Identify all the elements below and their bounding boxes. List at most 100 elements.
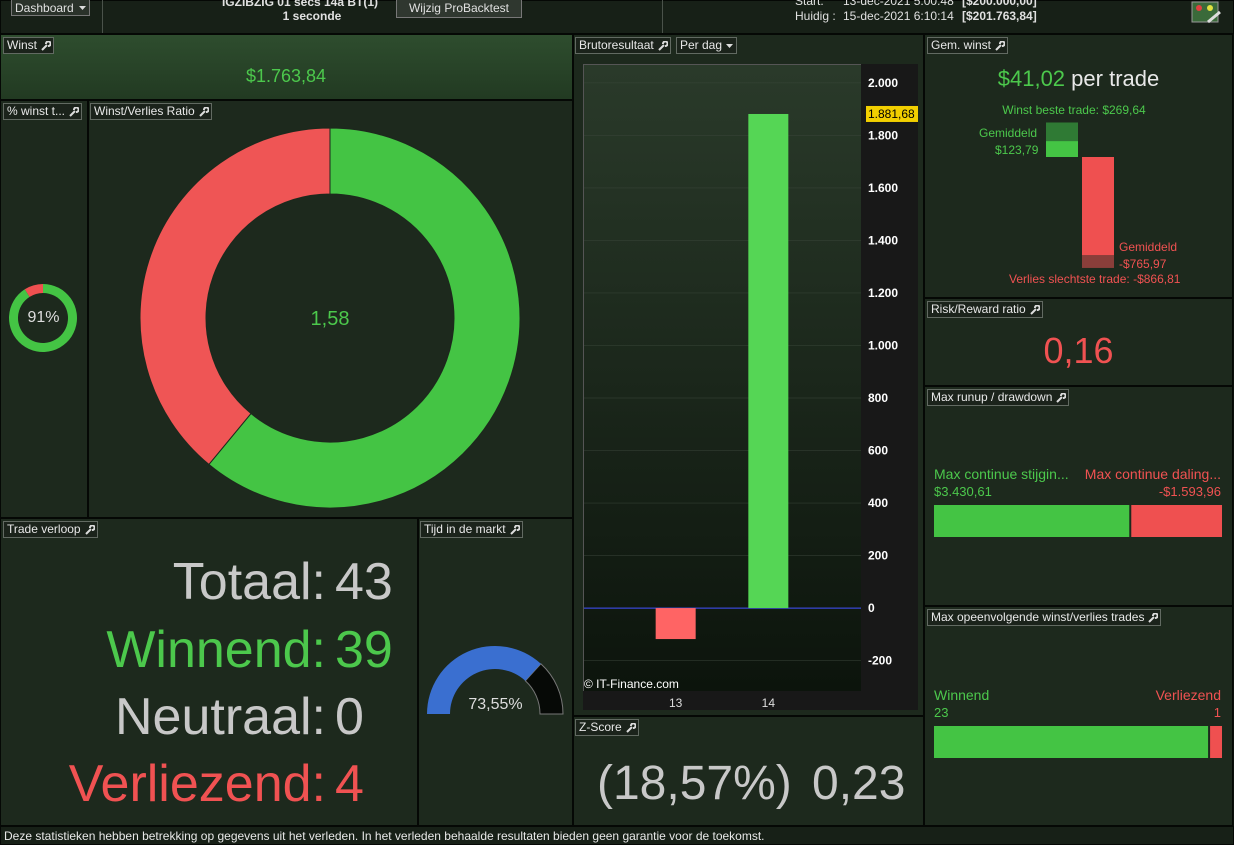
row-value: 43 xyxy=(335,553,393,611)
plot-area xyxy=(583,64,863,692)
row-label: Verliezend: xyxy=(68,755,326,813)
row-label: Winnend: xyxy=(106,621,326,679)
tab[interactable]: Max runup / drawdown xyxy=(927,389,1070,406)
wrench xyxy=(995,40,1006,51)
consecutive-panel xyxy=(924,606,1233,826)
toolbar xyxy=(0,0,1234,34)
ratio-value: 1,58 xyxy=(310,308,350,330)
panel-title: Max opeenvolgende winst/verlies trades xyxy=(931,610,1145,624)
interval: 1 seconde xyxy=(282,9,342,23)
start-capital: [$200.000,00] xyxy=(962,0,1037,8)
wrench xyxy=(41,40,51,51)
panel-title: % winst t... xyxy=(7,104,66,118)
runup-panel xyxy=(924,386,1233,606)
panel-title: Trade verloop xyxy=(7,522,81,536)
pct-winst-value: 91% xyxy=(27,309,60,326)
zscore-value: 0,23 xyxy=(812,757,906,810)
tab[interactable]: Winst/Verlies Ratio xyxy=(90,103,212,120)
win-label: Winnend xyxy=(934,687,990,703)
panel-title: Z-Score xyxy=(579,720,622,734)
axis-area xyxy=(861,64,918,710)
loss-value: 1 xyxy=(1213,705,1221,720)
tijd-value: 73,55% xyxy=(468,696,523,713)
dropdown-arrow xyxy=(726,44,734,48)
start-label: Start: xyxy=(795,0,824,8)
wrench xyxy=(1148,612,1159,623)
dropdown-arrow xyxy=(79,6,86,10)
disclaimer: Deze statistieken hebben betrekking op g… xyxy=(4,829,765,843)
period-dropdown[interactable]: Per dag xyxy=(676,37,738,54)
loss-label: Verliezend xyxy=(1155,687,1221,703)
zscore-percent: (18,57%) xyxy=(597,757,792,810)
wrench xyxy=(84,524,95,535)
row-value: 39 xyxy=(335,621,393,679)
avg-loss-label: Gemiddeld xyxy=(1119,240,1178,254)
panel-title: Risk/Reward ratio xyxy=(931,302,1026,316)
tab[interactable]: Winst xyxy=(3,37,54,54)
current-capital: [$201.763,84] xyxy=(962,9,1037,23)
period-label: Per dag xyxy=(680,38,723,52)
down-value: -$1.593,96 xyxy=(1158,484,1221,499)
tab[interactable]: % winst t... xyxy=(3,103,83,120)
panel-title: Winst/Verlies Ratio xyxy=(94,104,195,118)
tab[interactable]: Z-Score xyxy=(575,719,639,736)
amount: $41,02 xyxy=(997,66,1066,91)
strategy: IGZIBZIG 01 secs 14a BT(1) xyxy=(221,0,379,9)
up-label: Max continue stijgin... xyxy=(934,466,1069,482)
settings-icon[interactable] xyxy=(1190,0,1224,26)
up-value: $3.430,61 xyxy=(934,484,992,499)
row-value: 4 xyxy=(335,755,364,813)
avg-loss-value: -$765,97 xyxy=(1119,257,1167,271)
best-trade: Winst beste trade: $269,64 xyxy=(924,103,1224,117)
menu-label: Dashboard xyxy=(15,1,74,15)
current-label: Huidig : xyxy=(795,9,836,23)
avg-win-value: $123,79 xyxy=(995,143,1039,157)
separator xyxy=(102,0,103,33)
label: Verlies slechtste trade: xyxy=(1009,272,1130,286)
risk-value: 0,16 xyxy=(1043,330,1114,371)
start-date: 13-dec-2021 5:00:48 xyxy=(843,0,954,8)
win-value: 23 xyxy=(934,705,949,720)
dashboard-menu[interactable]: Dashboard xyxy=(11,0,90,16)
tab[interactable]: Risk/Reward ratio xyxy=(927,301,1043,318)
tab[interactable]: Tijd in de markt xyxy=(420,521,523,538)
avg-win-label: Gemiddeld xyxy=(979,126,1038,140)
trade-verloop-panel xyxy=(0,518,418,826)
winst-value: $1.763,84 xyxy=(245,66,327,86)
down-label: Max continue daling... xyxy=(1084,466,1221,482)
wrench xyxy=(509,524,520,535)
label: Winst beste trade: xyxy=(1002,103,1099,117)
row-label: Neutraal: xyxy=(115,688,326,746)
worst-trade: Verlies slechtste trade: -$866,81 xyxy=(1009,272,1180,286)
tijd-panel xyxy=(418,518,573,826)
winst-panel xyxy=(0,34,573,100)
panel-title: Gem. winst xyxy=(931,38,992,52)
row-label: Totaal: xyxy=(172,553,326,611)
wrench xyxy=(198,106,209,117)
x-axis-area xyxy=(583,691,918,710)
panel-title: Brutoresultaat xyxy=(579,38,654,52)
tab[interactable]: Brutoresultaat xyxy=(575,37,671,54)
gem-amount: $41,02 per trade xyxy=(924,66,1233,92)
suffix: per trade xyxy=(1071,66,1160,91)
gem-winst-panel xyxy=(924,34,1233,298)
panel-title: Tijd in de markt xyxy=(424,522,506,536)
current-date: 15-dec-2021 6:10:14 xyxy=(843,9,954,23)
tab[interactable]: Gem. winst xyxy=(927,37,1009,54)
wrench xyxy=(1056,392,1067,403)
amount: -$866,81 xyxy=(1133,272,1181,286)
tab[interactable]: Trade verloop xyxy=(3,521,98,538)
separator xyxy=(662,0,663,33)
wrench xyxy=(625,722,636,733)
wrench xyxy=(658,40,668,51)
panel-title: Max runup / drawdown xyxy=(931,390,1053,404)
watermark: © IT-Finance.com xyxy=(584,677,679,691)
edit-button[interactable]: Wijzig ProBacktest xyxy=(396,0,522,18)
wrench xyxy=(69,106,80,117)
amount: $269,64 xyxy=(1102,103,1146,117)
tab[interactable]: Max opeenvolgende winst/verlies trades xyxy=(927,609,1162,626)
wrench xyxy=(1029,304,1040,315)
panel-title: Winst xyxy=(7,38,37,52)
row-value: 0 xyxy=(335,688,364,746)
